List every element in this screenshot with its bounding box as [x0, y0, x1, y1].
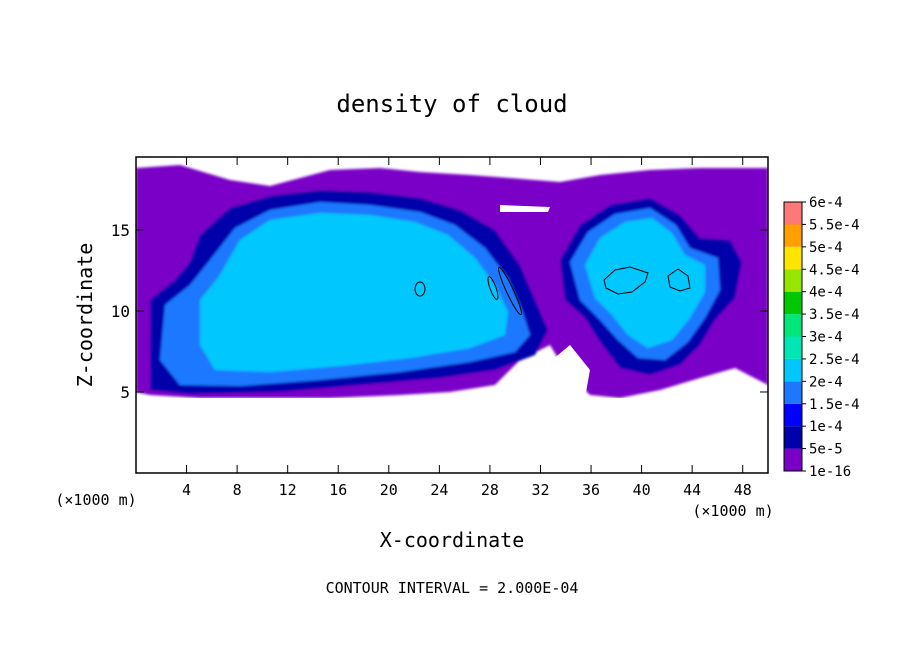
colorbar-swatch	[784, 246, 802, 270]
colorbar-swatch	[784, 336, 802, 359]
contour-5	[667, 268, 691, 292]
clear-air-top	[500, 205, 550, 212]
colorbar-swatch	[784, 403, 802, 427]
x-unit-label-right: (×1000 m)	[692, 502, 773, 520]
plot-frame	[135, 156, 769, 474]
x-tick-label: 12	[279, 481, 297, 499]
colorbar-label: 5.5e-4	[809, 217, 860, 233]
contour-1	[414, 281, 426, 297]
y-tick-label: 15	[111, 221, 130, 240]
colorbar-label: 6e-4	[809, 195, 843, 211]
colorbar-label: 4e-4	[809, 285, 843, 301]
contour-2	[487, 276, 499, 300]
x-tick-label: 20	[380, 481, 398, 499]
x-tick-label: 16	[329, 481, 347, 499]
colorbar-label: 4.5e-4	[809, 262, 860, 278]
x-tick-label: 36	[582, 481, 600, 499]
x-axis-label: X-coordinate	[380, 528, 525, 552]
cloud-field	[136, 165, 768, 398]
colorbar-label: 3.5e-4	[809, 307, 860, 323]
y-tick-label: 10	[111, 302, 130, 321]
y-axis: 5 10 15	[111, 221, 768, 402]
x-tick-label: 44	[683, 481, 701, 499]
contour-3	[498, 266, 522, 316]
colorbar-label: 1.5e-4	[809, 397, 860, 413]
x-axis: 4 8 12 16 20 24 28 32 36 40 44 48	[182, 157, 752, 499]
x-tick-label: 48	[734, 481, 752, 499]
cloud-core-secondary	[585, 218, 705, 348]
contour-4	[603, 266, 649, 295]
cloud-core-main	[200, 213, 508, 372]
x-tick-label: 28	[481, 481, 499, 499]
colorbar-swatch	[784, 358, 802, 382]
clear-air-gap	[552, 345, 590, 398]
footer-note: CONTOUR INTERVAL = 2.000E-04	[326, 579, 579, 597]
contour-lines	[414, 266, 691, 316]
colorbar-label: 2.5e-4	[809, 352, 860, 368]
colorbar-swatch	[784, 381, 802, 404]
colorbar-label: 1e-16	[809, 464, 851, 480]
x-tick-label: 32	[531, 481, 549, 499]
clear-air-lower	[136, 398, 768, 473]
y-tick-label: 5	[120, 383, 130, 402]
colorbar-swatch	[784, 291, 802, 315]
x-tick-label: 8	[233, 481, 242, 499]
x-tick-label: 24	[430, 481, 448, 499]
colorbar-swatch	[784, 202, 802, 225]
colorbar-label: 2e-4	[809, 374, 843, 390]
colorbar-swatch	[784, 314, 802, 337]
x-tick-label: 4	[182, 481, 191, 499]
colorbar-label: 1e-4	[809, 419, 843, 435]
colorbar-swatch	[784, 224, 802, 247]
chart-title: density of cloud	[336, 90, 567, 118]
colorbar-swatch	[784, 448, 802, 471]
colorbar-label: 5e-4	[809, 240, 843, 256]
x-unit-label-left: (×1000 m)	[55, 491, 136, 509]
colorbar: 1e-16 5e-5 1e-4 1.5e-4 2e-4 2.5e-4 3e-4 3.5e-4 4…	[783, 195, 860, 480]
plot-area	[136, 157, 768, 473]
colorbar-label: 3e-4	[809, 330, 843, 346]
colorbar-swatch	[784, 269, 802, 292]
x-tick-label: 40	[633, 481, 651, 499]
y-axis-label: Z-coordinate	[73, 243, 97, 388]
colorbar-swatch	[784, 426, 802, 449]
colorbar-label: 5e-5	[809, 442, 843, 458]
